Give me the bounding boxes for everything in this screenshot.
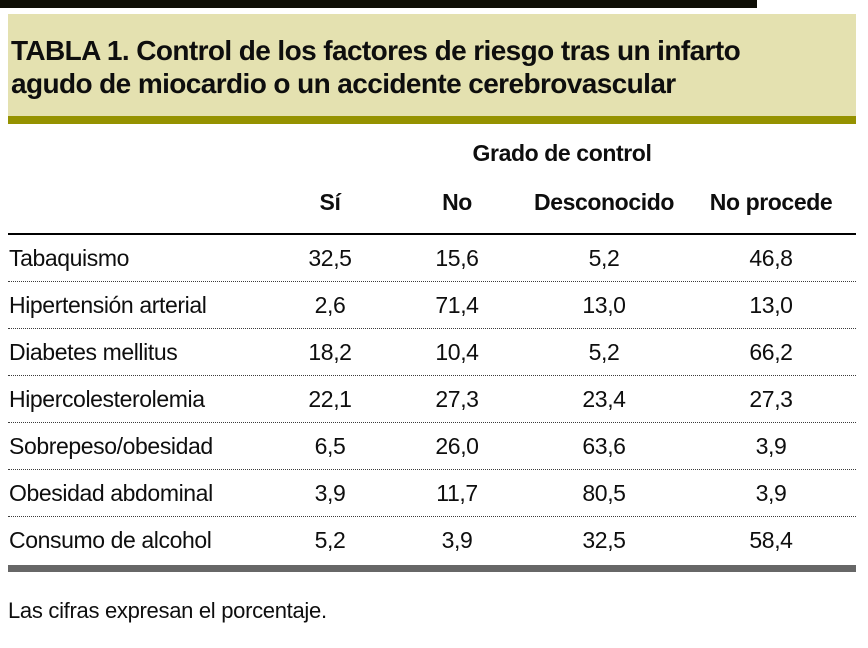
row-value: 3,9	[441, 526, 473, 553]
row-label: Sobrepeso/obesidad	[9, 432, 213, 459]
table-bottom-bar	[8, 565, 856, 572]
row-value: 5,2	[314, 526, 346, 553]
table-body: Tabaquismo 32,5 15,6 5,2 46,8 Hipertensi…	[8, 235, 856, 563]
table-row: Hipertensión arterial 2,6 71,4 13,0 13,0	[8, 281, 856, 328]
table-row: Tabaquismo 32,5 15,6 5,2 46,8	[8, 235, 856, 281]
row-value: 3,9	[314, 479, 346, 506]
row-value: 13,0	[582, 291, 626, 318]
row-value: 32,5	[582, 526, 626, 553]
row-value: 3,9	[755, 432, 787, 459]
group-header-row: Grado de control	[8, 140, 856, 167]
row-value: 18,2	[308, 338, 352, 365]
row-value: 46,8	[749, 244, 793, 271]
row-label: Tabaquismo	[9, 244, 130, 271]
row-value: 6,5	[314, 432, 346, 459]
table-title-panel: TABLA 1. Control de los factores de ries…	[8, 14, 856, 116]
table-row: Hipercolesterolemia 22,1 27,3 23,4 27,3	[8, 375, 856, 422]
row-value: 32,5	[308, 244, 352, 271]
column-header-si: Sí	[319, 189, 341, 215]
row-label: Obesidad abdominal	[9, 479, 213, 506]
row-label: Hipertensión arterial	[9, 291, 207, 318]
row-value: 27,3	[749, 385, 793, 412]
row-value: 63,6	[582, 432, 626, 459]
table-row: Diabetes mellitus 18,2 10,4 5,2 66,2	[8, 328, 856, 375]
column-header-no-procede: No procede	[709, 189, 833, 215]
row-value: 5,2	[588, 244, 620, 271]
row-value: 2,6	[314, 291, 346, 318]
table-row: Obesidad abdominal 3,9 11,7 80,5 3,9	[8, 469, 856, 516]
table-title-line2: agudo de miocardio o un accidente cerebr…	[11, 68, 676, 99]
row-label: Diabetes mellitus	[9, 338, 178, 365]
row-value: 58,4	[749, 526, 793, 553]
row-value: 23,4	[582, 385, 626, 412]
row-value: 22,1	[308, 385, 352, 412]
group-header: Grado de control	[472, 140, 652, 166]
table-title: TABLA 1. Control de los factores de ries…	[11, 34, 848, 100]
table-figure: TABLA 1. Control de los factores de ries…	[8, 14, 856, 624]
row-value: 3,9	[755, 479, 787, 506]
row-value: 5,2	[588, 338, 620, 365]
row-label: Hipercolesterolemia	[9, 385, 205, 412]
row-label: Consumo de alcohol	[9, 526, 212, 553]
table-row: Sobrepeso/obesidad 6,5 26,0 63,6 3,9	[8, 422, 856, 469]
table-footnote: Las cifras expresan el porcentaje.	[8, 598, 327, 623]
row-value: 66,2	[749, 338, 793, 365]
column-header-no: No	[442, 189, 472, 215]
title-olive-rule	[8, 116, 856, 124]
row-value: 27,3	[435, 385, 479, 412]
row-value: 11,7	[436, 479, 478, 506]
row-value: 26,0	[435, 432, 479, 459]
row-value: 10,4	[435, 338, 479, 365]
page-top-rule	[0, 0, 757, 8]
row-value: 15,6	[435, 244, 479, 271]
column-header-row: Sí No Desconocido No procede	[8, 189, 856, 216]
table-title-line1: TABLA 1. Control de los factores de ries…	[11, 35, 741, 66]
table-row: Consumo de alcohol 5,2 3,9 32,5 58,4	[8, 516, 856, 563]
column-header-desconocido: Desconocido	[533, 189, 674, 215]
row-value: 71,4	[435, 291, 479, 318]
header-rule	[8, 233, 856, 235]
row-value: 13,0	[749, 291, 793, 318]
row-value: 80,5	[582, 479, 626, 506]
